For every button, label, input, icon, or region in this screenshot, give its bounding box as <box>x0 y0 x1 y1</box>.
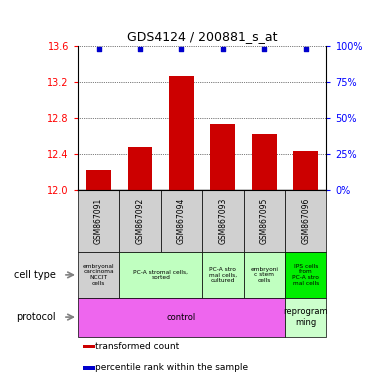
Text: PC-A stro
mal cells,
cultured: PC-A stro mal cells, cultured <box>209 266 237 283</box>
Point <box>178 46 184 52</box>
Text: PC-A stromal cells,
sorted: PC-A stromal cells, sorted <box>133 270 188 280</box>
Bar <box>202 190 244 252</box>
Bar <box>78 190 119 252</box>
Text: GSM867091: GSM867091 <box>94 198 103 244</box>
Bar <box>128 147 152 190</box>
Bar <box>169 76 194 190</box>
Bar <box>210 124 235 190</box>
Title: GDS4124 / 200881_s_at: GDS4124 / 200881_s_at <box>127 30 278 43</box>
Bar <box>252 134 277 190</box>
Bar <box>86 170 111 190</box>
Point <box>261 46 267 52</box>
Point <box>137 46 143 52</box>
Text: GSM867095: GSM867095 <box>260 198 269 244</box>
Bar <box>293 151 318 190</box>
Text: GSM867093: GSM867093 <box>219 198 227 244</box>
Bar <box>202 252 244 298</box>
Text: GSM867092: GSM867092 <box>135 198 145 244</box>
Bar <box>78 252 119 298</box>
Text: transformed count: transformed count <box>95 342 180 351</box>
Text: reprogram
ming: reprogram ming <box>283 307 328 327</box>
Text: control: control <box>167 313 196 321</box>
Bar <box>83 345 95 348</box>
Bar <box>161 190 202 252</box>
Bar <box>285 298 326 337</box>
Text: cell type: cell type <box>14 270 56 280</box>
Text: GSM867094: GSM867094 <box>177 198 186 244</box>
Text: percentile rank within the sample: percentile rank within the sample <box>95 364 249 372</box>
Bar <box>119 252 202 298</box>
Text: embryonal
carcinoma
NCCIT
cells: embryonal carcinoma NCCIT cells <box>83 264 114 286</box>
Point <box>96 46 102 52</box>
Bar <box>244 252 285 298</box>
Bar <box>285 190 326 252</box>
Bar <box>83 366 95 369</box>
Text: IPS cells
from
PC-A stro
mal cells: IPS cells from PC-A stro mal cells <box>292 264 319 286</box>
Bar <box>78 298 285 337</box>
Bar <box>119 190 161 252</box>
Text: GSM867096: GSM867096 <box>301 198 310 244</box>
Bar <box>244 190 285 252</box>
Point <box>303 46 309 52</box>
Point <box>220 46 226 52</box>
Text: protocol: protocol <box>16 312 56 322</box>
Text: embryoni
c stem
cells: embryoni c stem cells <box>250 266 278 283</box>
Bar <box>285 252 326 298</box>
